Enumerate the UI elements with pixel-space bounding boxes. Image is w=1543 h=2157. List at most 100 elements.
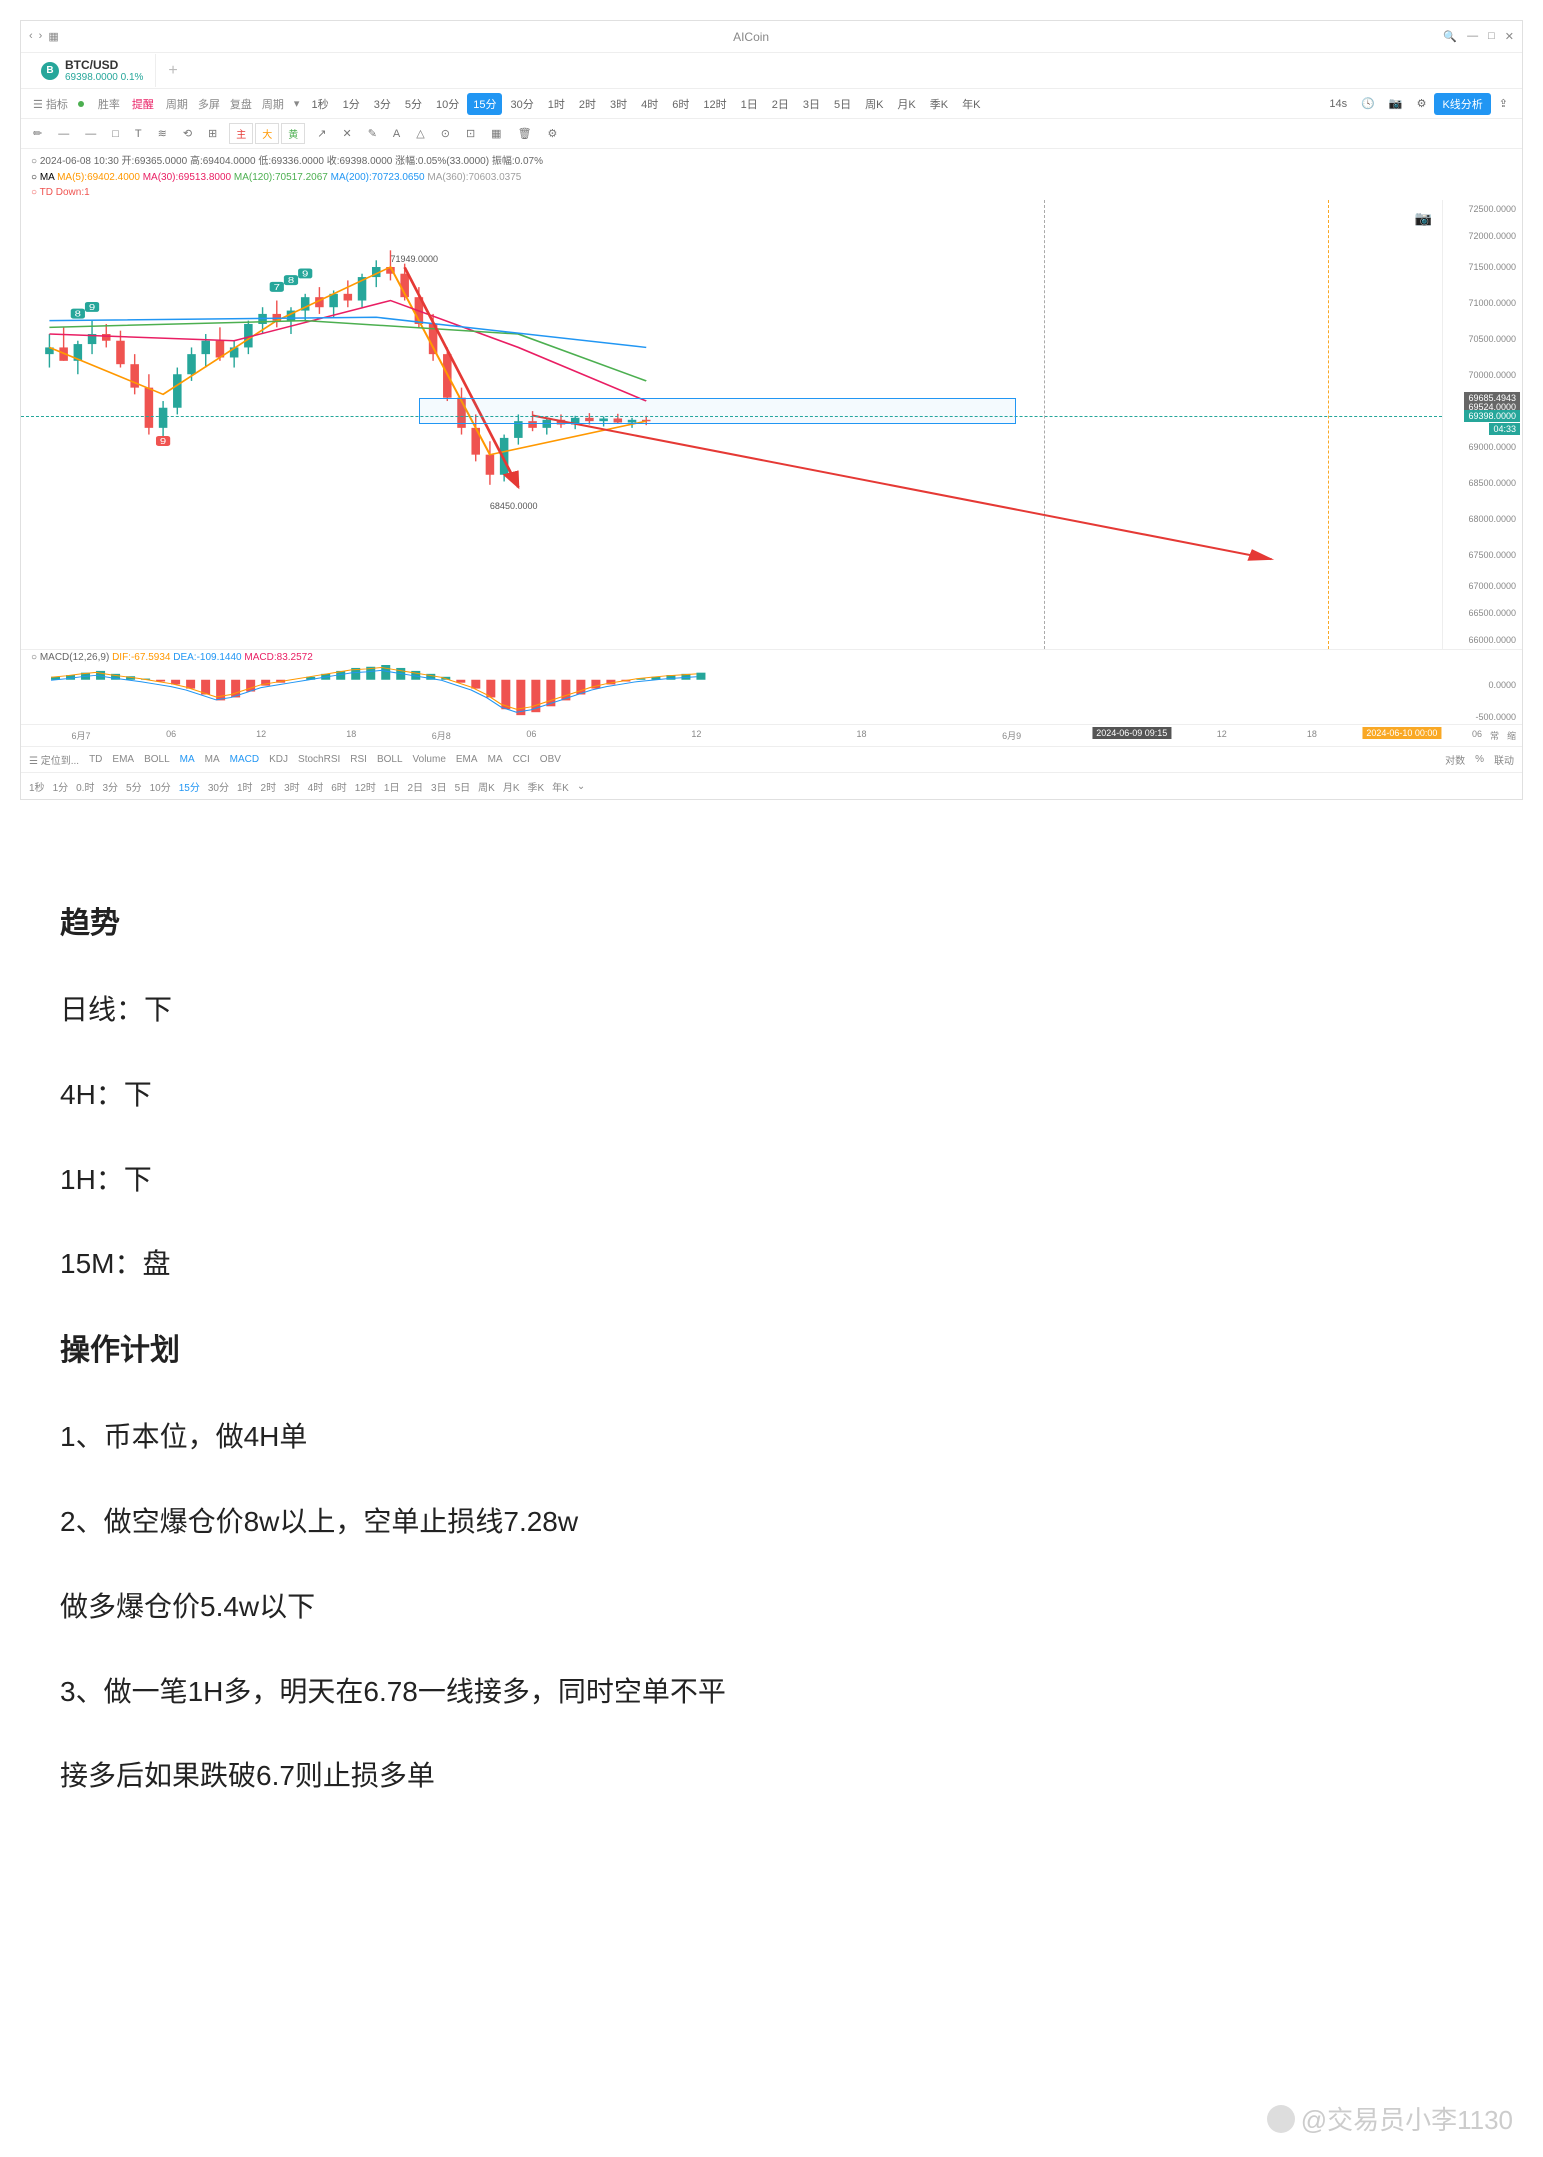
draw-tool2-5[interactable]: ⊙ — [437, 125, 454, 142]
draw-tool2-1[interactable]: ✕ — [338, 125, 355, 142]
draw-tool2-9[interactable]: ⚙ — [544, 125, 562, 142]
zoom-0[interactable]: 主 — [229, 123, 253, 144]
timeframe-2时[interactable]: 2时 — [573, 93, 602, 115]
close-icon[interactable]: ✕ — [1505, 30, 1514, 43]
kline-analysis-button[interactable]: K线分析 — [1434, 93, 1490, 115]
draw-tool2-0[interactable]: ↗ — [313, 125, 330, 142]
draw-tool2-8[interactable]: 🗑 — [514, 125, 536, 142]
ind-opt-对数[interactable]: 对数 — [1445, 752, 1465, 767]
indicator-EMA[interactable]: EMA — [112, 754, 134, 765]
timeframe-1时[interactable]: 1时 — [542, 93, 571, 115]
draw-tool2-6[interactable]: ⊡ — [462, 125, 479, 142]
locate-button[interactable]: ☰ 定位到... — [29, 752, 79, 767]
indicator-CCI[interactable]: CCI — [513, 754, 530, 765]
search-icon[interactable]: 🔍 — [1443, 30, 1457, 43]
toolbar-item-0[interactable]: ☰ 指标 — [29, 96, 72, 112]
maximize-icon[interactable]: □ — [1488, 30, 1495, 43]
bottom-tf-1秒[interactable]: 1秒 — [29, 779, 45, 794]
timeframe-30分[interactable]: 30分 — [504, 93, 539, 115]
bottom-tf-季K[interactable]: 季K — [528, 779, 545, 794]
timeframe-3时[interactable]: 3时 — [604, 93, 633, 115]
bottom-tf-1日[interactable]: 1日 — [384, 779, 400, 794]
nav-back-icon[interactable]: ‹ — [29, 30, 33, 43]
drawn-rectangle[interactable] — [419, 398, 1016, 425]
bottom-tf-1时[interactable]: 1时 — [237, 779, 253, 794]
layout-icon[interactable]: ▦ — [48, 30, 58, 43]
toolbar-alert[interactable]: 🕓 — [1355, 94, 1381, 113]
indicator-MA[interactable]: MA — [180, 754, 195, 765]
timeframe-6时[interactable]: 6时 — [666, 93, 695, 115]
bottom-tf-3日[interactable]: 3日 — [431, 779, 447, 794]
ind-opt-%[interactable]: % — [1475, 754, 1484, 765]
draw-tool-3[interactable]: □ — [108, 126, 123, 142]
bottom-tf-年K[interactable]: 年K — [552, 779, 569, 794]
draw-tool-7[interactable]: ⊞ — [204, 125, 221, 142]
timeframe-1分[interactable]: 1分 — [337, 93, 366, 115]
minimize-icon[interactable]: — — [1467, 30, 1478, 43]
timeframe-周K[interactable]: 周K — [859, 93, 889, 115]
draw-tool-5[interactable]: ≋ — [154, 125, 171, 142]
bottom-tf-15分[interactable]: 15分 — [179, 779, 200, 794]
bottom-tf-3时[interactable]: 3时 — [284, 779, 300, 794]
draw-tool-1[interactable]: — — [54, 126, 73, 142]
timeframe-15分[interactable]: 15分 — [467, 93, 502, 115]
indicator-Volume[interactable]: Volume — [413, 754, 446, 765]
bottom-tf-4时[interactable]: 4时 — [308, 779, 324, 794]
bottom-tf-6时[interactable]: 6时 — [331, 779, 347, 794]
ind-opt-联动[interactable]: 联动 — [1494, 752, 1514, 767]
price-chart[interactable]: 899789 📷 71949.000068450.0000 72500.0000… — [21, 200, 1522, 650]
toolbar-gear[interactable]: ⚙ — [1411, 94, 1433, 113]
timeframe-3日[interactable]: 3日 — [797, 93, 826, 115]
bottom-tf-月K[interactable]: 月K — [503, 779, 520, 794]
bottom-tf-2时[interactable]: 2时 — [261, 779, 277, 794]
indicator-OBV[interactable]: OBV — [540, 754, 561, 765]
draw-tool2-7[interactable]: ▦ — [487, 125, 505, 142]
timeframe-4时[interactable]: 4时 — [635, 93, 664, 115]
timeframe-3分[interactable]: 3分 — [368, 93, 397, 115]
toolbar-item-5[interactable]: 复盘 — [226, 96, 256, 112]
timeframe-10分[interactable]: 10分 — [430, 93, 465, 115]
camera-icon[interactable]: 📷 — [1415, 210, 1432, 227]
add-tab-button[interactable]: + — [156, 62, 189, 80]
zoom-常[interactable]: 常 — [1490, 729, 1499, 742]
toolbar-item-6[interactable]: 周期 — [258, 96, 288, 112]
draw-tool-0[interactable]: ✏ — [29, 125, 46, 142]
timeframe-1秒[interactable]: 1秒 — [305, 93, 334, 115]
bottom-tf-2日[interactable]: 2日 — [407, 779, 423, 794]
draw-tool-2[interactable]: — — [81, 126, 100, 142]
timeframe-12时[interactable]: 12时 — [697, 93, 732, 115]
toolbar-item-4[interactable]: 多屏 — [194, 96, 224, 112]
toolbar-cam[interactable]: 📷 — [1383, 94, 1409, 113]
indicator-MACD[interactable]: MACD — [230, 754, 259, 765]
bottom-tf-0.时[interactable]: 0.时 — [76, 779, 94, 794]
indicator-EMA[interactable]: EMA — [456, 754, 478, 765]
share-icon[interactable]: ⇪ — [1493, 94, 1514, 113]
indicator-BOLL[interactable]: BOLL — [377, 754, 403, 765]
draw-tool2-2[interactable]: ✎ — [364, 125, 381, 142]
timeframe-季K[interactable]: 季K — [924, 93, 954, 115]
nav-fwd-icon[interactable]: › — [39, 30, 43, 43]
timeframe-1日[interactable]: 1日 — [735, 93, 764, 115]
bottom-tf-30分[interactable]: 30分 — [208, 779, 229, 794]
timeframe-月K[interactable]: 月K — [891, 93, 921, 115]
zoom-缩[interactable]: 缩 — [1507, 729, 1516, 742]
indicator-BOLL[interactable]: BOLL — [144, 754, 170, 765]
timeframe-5日[interactable]: 5日 — [828, 93, 857, 115]
bottom-tf-5日[interactable]: 5日 — [455, 779, 471, 794]
bottom-tf-5分[interactable]: 5分 — [126, 779, 142, 794]
timeframe-年K[interactable]: 年K — [956, 93, 986, 115]
bottom-tf-3分[interactable]: 3分 — [102, 779, 118, 794]
indicator-MA[interactable]: MA — [488, 754, 503, 765]
symbol-tab[interactable]: B BTC/USD 69398.0000 0.1% — [29, 54, 156, 87]
indicator-RSI[interactable]: RSI — [350, 754, 367, 765]
draw-tool2-4[interactable]: △ — [412, 125, 428, 142]
toolbar-countdown[interactable]: 14s — [1323, 95, 1353, 113]
zoom-2[interactable]: 黄 — [281, 123, 305, 144]
bottom-tf-10分[interactable]: 10分 — [150, 779, 171, 794]
indicator-KDJ[interactable]: KDJ — [269, 754, 288, 765]
zoom-1[interactable]: 大 — [255, 123, 279, 144]
indicator-TD[interactable]: TD — [89, 754, 102, 765]
indicator-MA[interactable]: MA — [205, 754, 220, 765]
bottom-tf-周K[interactable]: 周K — [478, 779, 495, 794]
draw-tool2-3[interactable]: A — [389, 126, 404, 142]
